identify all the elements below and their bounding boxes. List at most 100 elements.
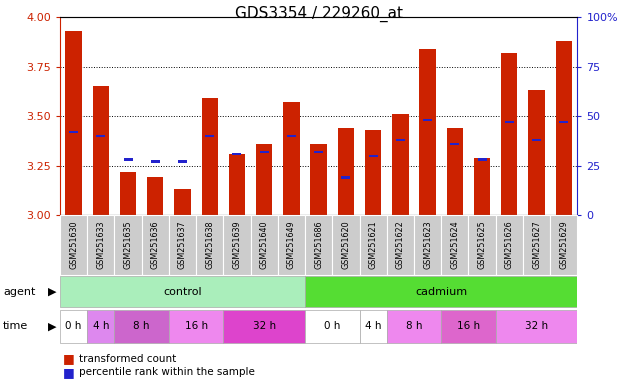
Bar [447, 128, 463, 215]
Bar [396, 139, 405, 141]
Text: GSM251624: GSM251624 [451, 220, 459, 269]
Text: GSM251638: GSM251638 [205, 220, 214, 269]
Text: GSM251627: GSM251627 [532, 220, 541, 269]
Text: GDS3354 / 229260_at: GDS3354 / 229260_at [235, 6, 403, 22]
Text: control: control [163, 287, 202, 297]
Bar [169, 215, 196, 275]
Bar [66, 31, 82, 215]
Text: GSM251636: GSM251636 [151, 220, 160, 269]
Bar [333, 215, 360, 275]
Bar [387, 310, 441, 343]
Text: 4 h: 4 h [93, 321, 109, 331]
Text: GSM251633: GSM251633 [97, 220, 105, 269]
Bar [87, 310, 114, 343]
Bar [60, 310, 87, 343]
Text: GSM251630: GSM251630 [69, 220, 78, 269]
Text: 8 h: 8 h [406, 321, 422, 331]
Bar [223, 215, 251, 275]
Bar [392, 114, 408, 215]
Bar [451, 143, 459, 145]
Text: 32 h: 32 h [252, 321, 276, 331]
Bar [114, 215, 141, 275]
Bar [305, 215, 333, 275]
Text: 32 h: 32 h [525, 321, 548, 331]
Text: GSM251621: GSM251621 [369, 220, 377, 269]
Text: cadmium: cadmium [415, 287, 468, 297]
Text: 0 h: 0 h [66, 321, 82, 331]
Bar [141, 215, 169, 275]
Text: transformed count: transformed count [79, 354, 176, 364]
Text: ▶: ▶ [48, 287, 57, 297]
Bar [523, 215, 550, 275]
Bar [365, 130, 381, 215]
Bar [287, 135, 296, 137]
Bar [201, 98, 218, 215]
Bar [147, 177, 163, 215]
Bar [369, 154, 377, 157]
Bar [205, 135, 214, 137]
Bar [114, 310, 169, 343]
Text: percentile rank within the sample: percentile rank within the sample [79, 367, 255, 377]
Bar [423, 119, 432, 121]
Text: GSM251686: GSM251686 [314, 220, 323, 269]
Bar [93, 86, 109, 215]
Text: GSM251649: GSM251649 [287, 220, 296, 269]
Bar [496, 310, 577, 343]
Bar [174, 189, 191, 215]
Bar [256, 144, 273, 215]
Bar [559, 121, 569, 123]
Bar [120, 172, 136, 215]
Bar [474, 158, 490, 215]
Bar [169, 310, 223, 343]
Bar [532, 139, 541, 141]
Bar [151, 161, 160, 163]
Bar [229, 154, 245, 215]
Bar [505, 121, 514, 123]
Text: GSM251629: GSM251629 [559, 220, 569, 269]
Bar [232, 152, 242, 155]
Bar [305, 310, 360, 343]
Bar [414, 215, 441, 275]
Bar [251, 215, 278, 275]
Text: 4 h: 4 h [365, 321, 381, 331]
Bar [360, 215, 387, 275]
Text: ▶: ▶ [48, 321, 57, 331]
Text: GSM251640: GSM251640 [260, 220, 269, 269]
Text: GSM251639: GSM251639 [232, 220, 242, 269]
Text: ■: ■ [63, 366, 75, 379]
Text: GSM251635: GSM251635 [124, 220, 133, 269]
Bar [314, 151, 323, 153]
Text: GSM251626: GSM251626 [505, 220, 514, 269]
Text: time: time [3, 321, 28, 331]
Text: 8 h: 8 h [133, 321, 150, 331]
Bar [387, 215, 414, 275]
Bar [528, 91, 545, 215]
Text: agent: agent [3, 287, 35, 297]
Bar [69, 131, 78, 133]
Bar [501, 53, 517, 215]
Bar [305, 276, 577, 307]
Bar [496, 215, 523, 275]
Bar [97, 135, 105, 137]
Text: 0 h: 0 h [324, 321, 341, 331]
Bar [550, 215, 577, 275]
Bar [278, 215, 305, 275]
Text: ■: ■ [63, 353, 75, 366]
Text: 16 h: 16 h [184, 321, 208, 331]
Bar [124, 159, 133, 161]
Bar [260, 151, 269, 153]
Bar [178, 161, 187, 163]
Bar [60, 215, 87, 275]
Bar [283, 102, 300, 215]
Bar [441, 310, 496, 343]
Bar [478, 159, 487, 161]
Bar [441, 215, 468, 275]
Bar [60, 276, 305, 307]
Bar [87, 215, 114, 275]
Bar [420, 49, 436, 215]
Bar [223, 310, 305, 343]
Bar [310, 144, 327, 215]
Text: GSM251622: GSM251622 [396, 220, 405, 269]
Bar [341, 176, 350, 179]
Text: 16 h: 16 h [457, 321, 480, 331]
